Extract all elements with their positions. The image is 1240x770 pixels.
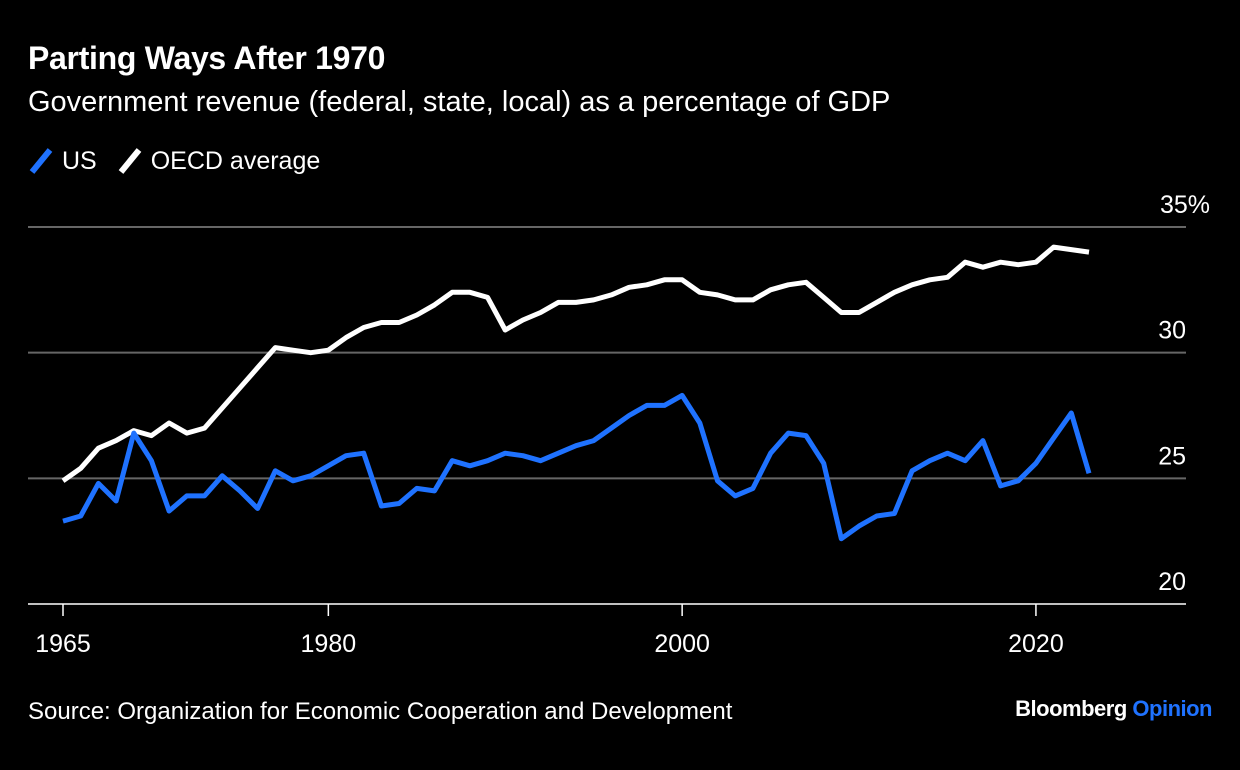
x-tick-label-1980: 1980 — [301, 630, 357, 658]
y-tick-label-20: 20 — [1158, 568, 1186, 596]
source-note: Source: Organization for Economic Cooper… — [28, 698, 733, 725]
brand-logo: Bloomberg Opinion — [1015, 696, 1212, 722]
y-tick-label-35: 35% — [1160, 191, 1210, 219]
legend-label-us: US — [62, 146, 97, 175]
legend-item-oecd: OECD average — [117, 146, 321, 176]
y-tick-label-25: 25 — [1158, 442, 1186, 470]
chart-title: Parting Ways After 1970 — [28, 40, 386, 76]
series-line-us — [62, 392, 1092, 542]
legend: US OECD average — [28, 146, 340, 176]
y-tick-label-30: 30 — [1158, 317, 1186, 345]
legend-item-us: US — [28, 146, 97, 176]
brand-main: Bloomberg — [1015, 696, 1127, 721]
x-tick-label-2020: 2020 — [1008, 630, 1064, 658]
brand-accent: Opinion — [1132, 696, 1212, 721]
legend-swatch-oecd-icon — [118, 148, 142, 174]
chart-subtitle: Government revenue (federal, state, loca… — [28, 86, 891, 118]
series-line-oecd-average — [61, 244, 1090, 483]
legend-swatch-us-icon — [29, 148, 53, 174]
x-tick-label-1965: 1965 — [35, 630, 91, 658]
legend-label-oecd: OECD average — [150, 146, 321, 175]
x-tick-label-2000: 2000 — [654, 630, 710, 658]
